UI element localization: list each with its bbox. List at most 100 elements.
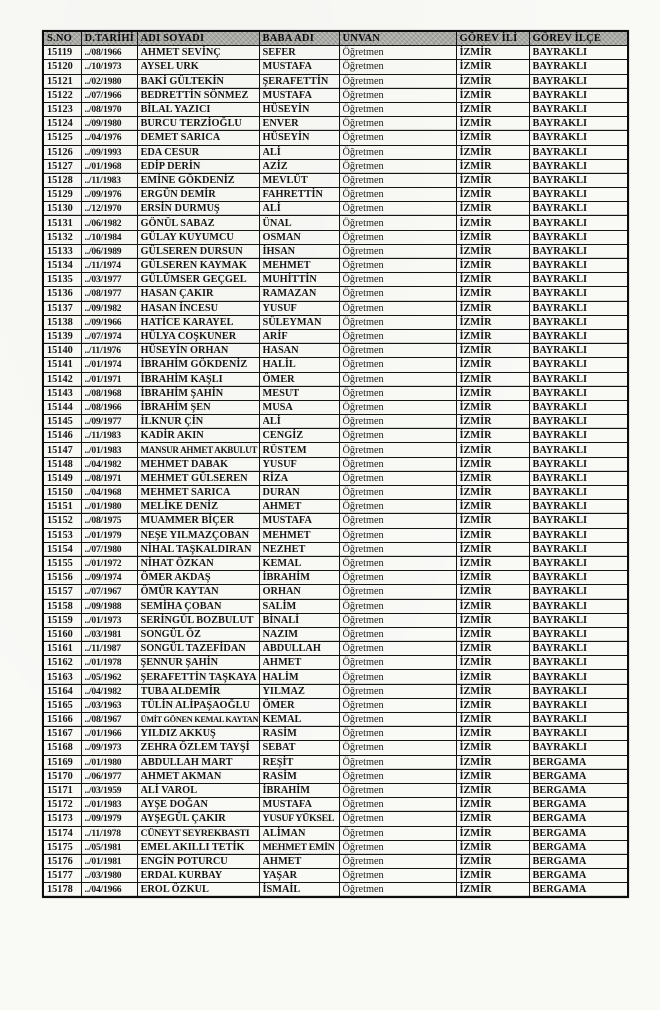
cell-title: Öğretmen bbox=[338, 811, 457, 827]
cell-father-name: RÜSTEM bbox=[258, 442, 340, 458]
cell-title: Öğretmen bbox=[338, 697, 457, 714]
cell-full-name: GÖNÜL SABAZ bbox=[136, 215, 260, 231]
cell-duty-province-text: İZMİR bbox=[459, 884, 492, 896]
cell-full-name: TUBA ALDEMİR bbox=[136, 683, 260, 699]
cell-birth-date-text: ../11/1976 bbox=[84, 345, 122, 357]
cell-duty-district-text: BAYRAKLI bbox=[532, 416, 588, 428]
cell-serial-no: 15149 bbox=[42, 470, 82, 487]
cell-title: Öğretmen bbox=[338, 272, 457, 288]
cell-duty-district: BAYRAKLI bbox=[528, 683, 629, 699]
cell-full-name-text: CÜNEYT SEYREKBASTI bbox=[140, 827, 250, 839]
cell-father-name-text: ENVER bbox=[262, 118, 299, 130]
table-row: 15156 ../09/1974 ÖMER AKDAŞ İBRAHİM Öğretmen… bbox=[42, 570, 629, 586]
cell-duty-province-text: İZMİR bbox=[459, 699, 492, 711]
cell-duty-province: İZMİR bbox=[455, 314, 530, 330]
cell-duty-district-text: BAYRAKLI bbox=[532, 203, 588, 215]
cell-title: Öğretmen bbox=[338, 300, 457, 316]
cell-full-name: SEMİHA ÇOBAN bbox=[136, 598, 260, 614]
cell-serial-no-text: 15160 bbox=[47, 628, 73, 640]
cell-full-name-text: ERGÜN DEMİR bbox=[140, 189, 216, 201]
cell-full-name-text: MUAMMER BİÇER bbox=[140, 515, 235, 527]
cell-duty-province-text: İZMİR bbox=[459, 728, 492, 740]
cell-serial-no: 15119 bbox=[42, 45, 82, 61]
table-row: 15138 ../09/1966 HATİCE KARAYEL SÜLEYMAN Öğr… bbox=[42, 314, 629, 330]
cell-duty-province: İZMİR bbox=[455, 726, 530, 742]
cell-serial-no: 15174 bbox=[42, 825, 82, 841]
cell-father-name: ENVER bbox=[258, 116, 340, 132]
cell-duty-province-text: İZMİR bbox=[459, 387, 492, 399]
cell-serial-no-text: 15175 bbox=[47, 841, 73, 853]
cell-title-text: Öğretmen bbox=[342, 472, 384, 484]
cell-duty-province: İZMİR bbox=[455, 655, 530, 671]
cell-duty-district: BAYRAKLI bbox=[528, 172, 629, 189]
cell-title: Öğretmen bbox=[338, 257, 457, 274]
cell-duty-province: İZMİR bbox=[455, 300, 530, 316]
cell-father-name: ALİ bbox=[258, 144, 340, 160]
cell-father-name-text: YUSUF bbox=[262, 458, 297, 470]
column-header-0: S.NO bbox=[42, 30, 82, 47]
cell-father-name-text: NEZHET bbox=[262, 543, 306, 555]
table-row: 15136 ../08/1977 HASAN ÇAKIR RAMAZAN Öğretme… bbox=[42, 286, 629, 302]
cell-full-name: MEHMET SARICA bbox=[136, 484, 260, 501]
cell-serial-no: 15155 bbox=[42, 555, 82, 572]
cell-duty-district-text: BAYRAKLI bbox=[532, 132, 588, 144]
cell-full-name: ŞENNUR ŞAHİN bbox=[136, 655, 260, 671]
cell-serial-no-text: 15138 bbox=[47, 316, 73, 328]
cell-duty-province: İZMİR bbox=[455, 697, 530, 714]
cell-birth-date: ../07/1980 bbox=[80, 541, 138, 557]
cell-father-name-text: SALİM bbox=[262, 600, 297, 612]
cell-full-name-text: HATİCE KARAYEL bbox=[140, 316, 234, 328]
table-row: 15126 ../09/1993 EDA CESUR ALİ Öğretmen İZMİR… bbox=[42, 144, 629, 160]
cell-title: Öğretmen bbox=[338, 839, 457, 855]
cell-serial-no-text: 15142 bbox=[47, 373, 73, 385]
table-row: 15141 ../01/1974 İBRAHİM GÖKDENİZ HALİL Öğre… bbox=[42, 357, 629, 373]
cell-duty-district: BAYRAKLI bbox=[528, 484, 629, 501]
cell-serial-no: 15152 bbox=[42, 513, 82, 529]
cell-title: Öğretmen bbox=[338, 229, 457, 245]
cell-duty-province-text: İZMİR bbox=[459, 572, 492, 584]
cell-duty-district-text: BAYRAKLI bbox=[532, 401, 588, 413]
cell-title-text: Öğretmen bbox=[342, 373, 384, 385]
cell-title-text: Öğretmen bbox=[342, 628, 384, 640]
cell-title-text: Öğretmen bbox=[342, 770, 384, 782]
cell-serial-no-text: 15148 bbox=[47, 458, 73, 470]
cell-full-name-text: TUBA ALDEMİR bbox=[140, 685, 221, 697]
cell-birth-date: ../01/1973 bbox=[80, 612, 138, 628]
cell-father-name-text: KEMAL bbox=[262, 714, 302, 726]
cell-duty-province: İZMİR bbox=[455, 371, 530, 387]
cell-title: Öğretmen bbox=[338, 101, 457, 118]
cell-serial-no: 15123 bbox=[42, 101, 82, 118]
cell-father-name: MUSTAFA bbox=[258, 59, 340, 75]
cell-duty-district-text: BAYRAKLI bbox=[532, 302, 588, 314]
cell-title: Öğretmen bbox=[338, 73, 457, 89]
cell-duty-province: İZMİR bbox=[455, 357, 530, 373]
cell-duty-district: BAYRAKLI bbox=[528, 669, 629, 685]
cell-duty-district: BAYRAKLI bbox=[528, 158, 629, 174]
cell-father-name-text: SÜLEYMAN bbox=[262, 316, 322, 328]
cell-full-name-text: İBRAHİM KAŞLI bbox=[140, 373, 223, 385]
cell-duty-district: BAYRAKLI bbox=[528, 541, 629, 557]
cell-serial-no: 15147 bbox=[42, 442, 82, 458]
cell-father-name-text: FAHRETTİN bbox=[262, 189, 323, 201]
cell-duty-district: BAYRAKLI bbox=[528, 272, 629, 288]
cell-title-text: Öğretmen bbox=[342, 359, 384, 371]
cell-title-text: Öğretmen bbox=[342, 600, 384, 612]
cell-birth-date-text: ../04/1982 bbox=[84, 685, 122, 697]
cell-father-name: DURAN bbox=[258, 484, 340, 501]
cell-title-text: Öğretmen bbox=[342, 529, 384, 541]
cell-title: Öğretmen bbox=[338, 683, 457, 699]
cell-father-name-text: RASİM bbox=[262, 728, 297, 740]
cell-father-name-text: BİNALİ bbox=[262, 614, 300, 626]
cell-duty-province: İZMİR bbox=[455, 442, 530, 458]
cell-duty-province-text: İZMİR bbox=[459, 160, 492, 172]
cell-duty-district-text: BAYRAKLI bbox=[532, 160, 588, 172]
cell-title: Öğretmen bbox=[338, 868, 457, 884]
cell-duty-district: BAYRAKLI bbox=[528, 357, 629, 373]
cell-serial-no-text: 15149 bbox=[47, 472, 73, 484]
table-row: 15162 ../01/1978 ŞENNUR ŞAHİN AHMET Öğretmen… bbox=[42, 655, 629, 671]
table-row: 15148 ../04/1982 MEHMET DABAK YUSUF Öğretmen… bbox=[42, 456, 629, 472]
cell-duty-district-text: BAYRAKLI bbox=[532, 657, 588, 669]
cell-full-name: SONGÜL TAZEFİDAN bbox=[136, 641, 260, 657]
cell-father-name: YILMAZ bbox=[258, 683, 340, 699]
cell-father-name-text: AHMET bbox=[262, 501, 302, 513]
